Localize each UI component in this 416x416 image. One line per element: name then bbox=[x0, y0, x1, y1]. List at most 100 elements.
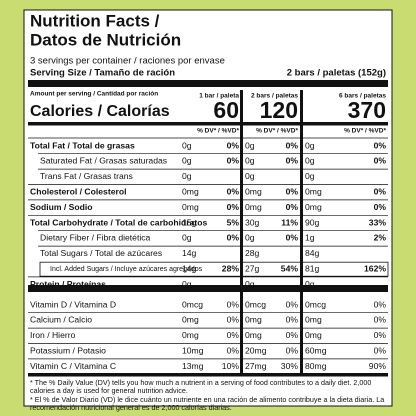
amount: 0mg bbox=[182, 315, 199, 325]
amount-label: Amount per serving / Cantidad por ración bbox=[30, 91, 158, 98]
amount: 1g bbox=[305, 233, 315, 243]
nutrient-label: Protein / Proteínas bbox=[30, 279, 106, 289]
column-header: 6 bars / paletas bbox=[339, 93, 386, 100]
calories-value: 370 bbox=[348, 97, 386, 123]
calories-value: 120 bbox=[260, 97, 298, 123]
daily-value: 0% bbox=[286, 140, 299, 150]
dv-header: % DV* / %VD* bbox=[344, 128, 386, 135]
amount: 0g bbox=[245, 279, 255, 289]
amount: 0g bbox=[182, 140, 192, 150]
nutrient-label: Total Carbohydrate / Total de carbohidra… bbox=[30, 217, 208, 227]
title: Nutrition Facts / bbox=[30, 11, 160, 30]
calories-value: 60 bbox=[213, 97, 239, 123]
amount: 0mg bbox=[305, 202, 322, 212]
thick-rule bbox=[28, 285, 388, 292]
amount: 14g bbox=[182, 263, 197, 273]
calories-label: Calories / Calorías bbox=[30, 103, 170, 120]
daily-value: 54% bbox=[281, 263, 299, 273]
daily-value: 0% bbox=[227, 156, 240, 166]
added-sugar-box bbox=[39, 261, 389, 277]
footnote: * The % Daily Value (DV) tells you how m… bbox=[30, 378, 372, 395]
daily-value: 11% bbox=[281, 217, 298, 227]
amount: 0g bbox=[182, 171, 192, 181]
column-divider bbox=[300, 90, 303, 373]
daily-value: 0% bbox=[227, 233, 240, 243]
daily-value: 30% bbox=[281, 361, 299, 371]
daily-value: 5% bbox=[227, 217, 240, 227]
amount: 0g bbox=[305, 279, 315, 289]
amount: 0g bbox=[245, 233, 255, 243]
daily-value: 0% bbox=[286, 233, 299, 243]
daily-value: 0% bbox=[227, 186, 240, 196]
medium-rule bbox=[28, 373, 388, 377]
amount: 0g bbox=[245, 140, 255, 150]
subtitle: Datos de Nutrición bbox=[30, 30, 181, 49]
amount: 0g bbox=[182, 156, 192, 166]
amount: 80mg bbox=[305, 361, 327, 371]
amount: 27g bbox=[245, 263, 260, 273]
amount: 0mcg bbox=[182, 299, 203, 309]
servings: 3 servings per container / raciones por … bbox=[30, 56, 225, 67]
amount: 0mg bbox=[245, 330, 262, 340]
nutrient-label: Incl. Added Sugars / Incluye azúcares ag… bbox=[50, 266, 203, 273]
dv-header: % DV* / %VD* bbox=[256, 128, 298, 135]
amount: 0mg bbox=[305, 330, 322, 340]
amount: 0g bbox=[305, 171, 315, 181]
amount: 14g bbox=[182, 248, 197, 258]
nutrient-label: Trans Fat / Grasas trans bbox=[40, 171, 133, 181]
daily-value: 0% bbox=[286, 330, 299, 340]
amount: 0mcg bbox=[305, 299, 326, 309]
daily-value: 0% bbox=[374, 156, 387, 166]
daily-value: 0% bbox=[286, 299, 299, 309]
amount: 0mg bbox=[182, 186, 199, 196]
nutrient-label: Vitamin D / Vitamina D bbox=[30, 299, 116, 309]
daily-value: 0% bbox=[227, 345, 240, 355]
daily-value: 0% bbox=[374, 186, 387, 196]
daily-value: 0% bbox=[227, 140, 240, 150]
amount: 0mg bbox=[305, 315, 322, 325]
daily-value: 0% bbox=[286, 315, 299, 325]
amount: 0g bbox=[305, 156, 315, 166]
amount: 90g bbox=[305, 217, 320, 227]
nutrient-label: Saturated Fat / Grasas saturadas bbox=[40, 156, 167, 166]
daily-value: 0% bbox=[374, 299, 387, 309]
nutrient-label: Vitamin C / Vitamina C bbox=[30, 361, 116, 371]
column-header: 1 bar / paleta bbox=[199, 93, 239, 100]
daily-value: 0% bbox=[286, 156, 299, 166]
daily-value: 2% bbox=[374, 233, 387, 243]
amount: 84g bbox=[305, 248, 320, 258]
nutrient-label: Cholesterol / Colesterol bbox=[30, 186, 126, 196]
amount: 28g bbox=[245, 248, 260, 258]
daily-value: 10% bbox=[222, 361, 240, 371]
serving-size-label: Serving Size / Tamaño de ración bbox=[30, 68, 175, 79]
nutrient-label: Calcium / Calcio bbox=[30, 315, 92, 325]
amount: 15g bbox=[182, 217, 197, 227]
daily-value: 0% bbox=[374, 330, 387, 340]
medium-rule bbox=[28, 122, 388, 126]
amount: 0mg bbox=[305, 186, 322, 196]
daily-value: 0% bbox=[286, 186, 299, 196]
amount: 27mg bbox=[245, 361, 267, 371]
footnote: * El % de Valor Diario (VD) le dice cuán… bbox=[30, 395, 385, 412]
nutrient-label: Total Sugars / Total de azúcares bbox=[40, 248, 162, 258]
amount: 0mcg bbox=[245, 299, 266, 309]
amount: 0g bbox=[182, 233, 192, 243]
daily-value: 90% bbox=[369, 361, 387, 371]
column-divider bbox=[240, 90, 243, 373]
amount: 0g bbox=[245, 171, 255, 181]
daily-value: 0% bbox=[286, 202, 299, 212]
dv-header: % DV* / %VD* bbox=[197, 128, 239, 135]
nutrient-label: Dietary Fiber / Fibra dietética bbox=[40, 233, 151, 243]
amount: 0mg bbox=[245, 186, 262, 196]
amount: 0g bbox=[305, 140, 315, 150]
thick-rule bbox=[28, 80, 388, 87]
nutrient-label: Potassium / Potasio bbox=[30, 345, 106, 355]
amount: 81g bbox=[305, 263, 320, 273]
amount: 0mg bbox=[245, 202, 262, 212]
amount: 60mg bbox=[305, 345, 327, 355]
daily-value: 33% bbox=[369, 217, 387, 227]
nutrient-label: Iron / Hierro bbox=[30, 330, 76, 340]
amount: 20mg bbox=[245, 345, 267, 355]
daily-value: 0% bbox=[227, 315, 240, 325]
